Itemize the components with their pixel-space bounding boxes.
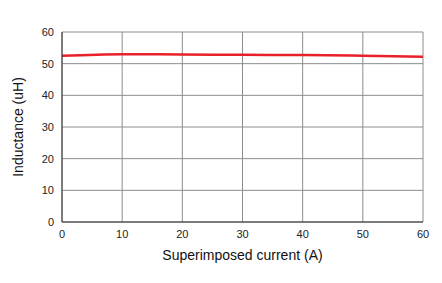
svg-text:Superimposed current (A): Superimposed current (A) [162, 247, 322, 263]
svg-text:10: 10 [116, 228, 128, 240]
svg-text:50: 50 [42, 58, 54, 70]
svg-text:60: 60 [42, 26, 54, 38]
svg-text:60: 60 [417, 228, 429, 240]
svg-text:0: 0 [48, 216, 54, 228]
svg-text:0: 0 [59, 228, 65, 240]
svg-text:40: 40 [297, 228, 309, 240]
svg-text:50: 50 [357, 228, 369, 240]
svg-text:30: 30 [236, 228, 248, 240]
svg-text:20: 20 [176, 228, 188, 240]
svg-text:30: 30 [42, 121, 54, 133]
svg-text:10: 10 [42, 184, 54, 196]
svg-text:Inductance (uH): Inductance (uH) [10, 77, 26, 177]
svg-text:40: 40 [42, 89, 54, 101]
svg-text:20: 20 [42, 153, 54, 165]
